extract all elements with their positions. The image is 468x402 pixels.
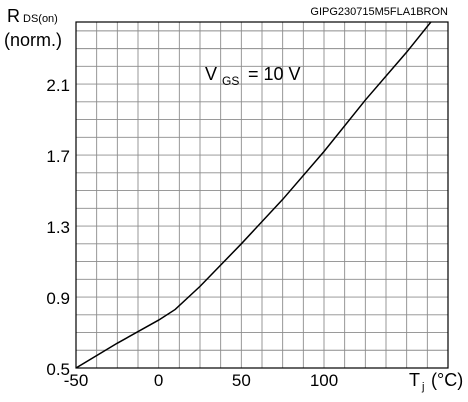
x-axis-symbol: T: [409, 370, 420, 390]
y-axis-symbol: R: [7, 6, 20, 26]
y-axis-unit: (norm.): [4, 30, 62, 50]
x-tick-label: 100: [310, 371, 338, 390]
x-tick-label: -50: [64, 371, 89, 390]
y-tick-label: 2.1: [46, 76, 70, 95]
x-axis-subscript: j: [421, 381, 424, 393]
y-axis-subscript: DS(on): [23, 13, 58, 25]
plot-frame: [75, 21, 449, 369]
y-tick-label: 1.7: [46, 147, 70, 166]
annotation-subscript: GS: [222, 74, 239, 88]
x-tick-label: 0: [154, 371, 163, 390]
series-line-0: [76, 22, 432, 368]
x-axis-unit: (°C): [431, 370, 463, 390]
annotation-symbol: V: [205, 64, 217, 84]
figure-code: GIPG230715M5FLA1BRON: [310, 6, 448, 18]
y-tick-label: 0.9: [46, 289, 70, 308]
x-tick-label: 50: [232, 371, 251, 390]
y-tick-label: 0.5: [46, 360, 70, 379]
y-tick-label: 1.3: [46, 218, 70, 237]
annotation-value: = 10 V: [248, 64, 301, 84]
